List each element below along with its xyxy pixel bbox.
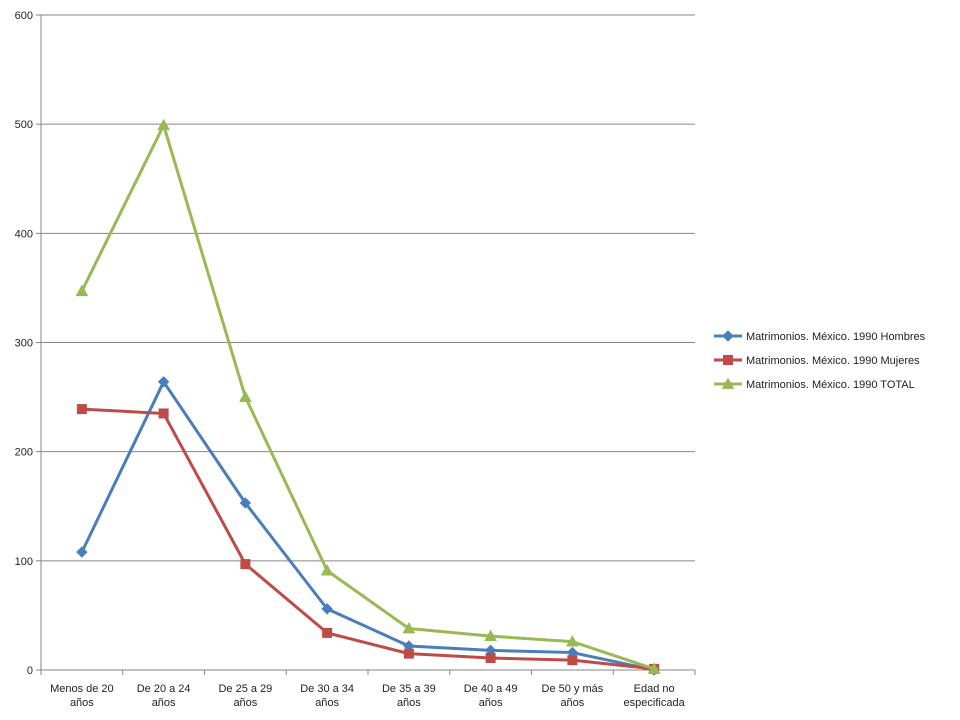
legend-label-1: Matrimonios. México. 1990 Mujeres — [746, 355, 920, 367]
x-tick-label-7: Edad no especificada — [624, 683, 686, 709]
x-tick-label-1: De 20 a 24 años — [137, 683, 191, 709]
data-point-1-0 — [76, 404, 87, 415]
data-point-2-2 — [239, 390, 252, 402]
x-tick-label-line: De 25 a 29 — [218, 683, 272, 695]
x-tick-label-line: años — [397, 697, 421, 709]
series-group — [75, 118, 661, 676]
x-tick-label-line: De 40 a 49 — [464, 683, 518, 695]
legend-item-2: Matrimonios. México. 1990 TOTAL — [714, 377, 915, 391]
x-tick-label-line: Edad no — [634, 683, 675, 695]
x-tick-label-5: De 40 a 49 años — [464, 683, 518, 709]
y-tick-label-400: 400 — [15, 228, 33, 240]
series-line-2 — [80, 123, 655, 671]
y-tick-label-200: 200 — [15, 447, 33, 459]
y-tick-label-600: 600 — [15, 10, 33, 22]
x-tick-label-6: De 50 y más años — [542, 683, 604, 709]
series-1 — [76, 404, 660, 674]
legend-marker-0 — [722, 330, 734, 342]
x-tick-label-line: años — [152, 697, 176, 709]
y-axis-ticks: 0 100 200 300 400 500 600 — [15, 10, 41, 677]
data-point-2-7 — [647, 662, 661, 674]
x-tick-label-line: De 30 a 34 — [300, 683, 354, 695]
legend-marker-2 — [721, 377, 735, 389]
data-point-0-0 — [76, 546, 88, 558]
data-point-2-1 — [157, 118, 170, 131]
x-tick-label-line: De 35 a 39 — [382, 683, 436, 695]
y-tick-label-500: 500 — [15, 119, 33, 131]
grid-lines — [41, 14, 695, 562]
data-point-1-5 — [485, 652, 496, 663]
x-tick-label-line: años — [315, 697, 339, 709]
x-tick-label-line: Menos de 20 — [50, 683, 114, 695]
series-line-0 — [80, 380, 655, 672]
legend-label-0: Matrimonios. México. 1990 Hombres — [746, 331, 926, 343]
series-0 — [76, 376, 660, 676]
x-tick-label-line: De 20 a 24 — [137, 683, 191, 695]
legend-item-0: Matrimonios. México. 1990 Hombres — [714, 330, 926, 343]
x-tick-label-line: años — [70, 697, 94, 709]
x-axis-ticks: Menos de 20 años De 20 a 24 años De 25 a 29 a… — [40, 670, 696, 709]
series-2 — [75, 118, 661, 674]
series-line-1 — [81, 407, 655, 671]
data-point-2-5 — [484, 629, 497, 642]
data-point-1-6 — [567, 655, 578, 666]
data-point-2-3 — [320, 564, 334, 576]
data-point-1-1 — [158, 408, 169, 419]
x-tick-label-line: especificada — [624, 697, 686, 709]
x-tick-label-2: De 25 a 29 años — [218, 683, 272, 709]
x-tick-label-4: De 35 a 39 años — [382, 683, 436, 709]
x-tick-label-line: años — [479, 697, 503, 709]
y-tick-label-100: 100 — [15, 556, 33, 568]
data-point-2-4 — [402, 621, 416, 634]
legend-marker-1 — [723, 355, 733, 365]
legend-label-2: Matrimonios. México. 1990 TOTAL — [746, 379, 915, 391]
data-point-0-1 — [157, 376, 170, 388]
x-tick-label-3: De 30 a 34 años — [300, 683, 354, 709]
legend-item-1: Matrimonios. México. 1990 Mujeres — [714, 355, 920, 367]
legend: Matrimonios. México. 1990 Hombres Matrimo… — [714, 330, 926, 391]
data-point-1-3 — [322, 627, 333, 638]
x-tick-label-0: Menos de 20 años — [50, 683, 114, 709]
x-tick-label-line: años — [233, 697, 257, 709]
data-point-1-2 — [240, 559, 251, 570]
data-point-0-3 — [321, 603, 333, 615]
data-point-0-2 — [239, 497, 252, 509]
x-tick-label-line: años — [560, 697, 584, 709]
data-point-2-0 — [75, 284, 89, 297]
data-point-1-4 — [403, 648, 414, 659]
data-point-2-6 — [566, 635, 579, 647]
x-tick-label-line: De 50 y más — [542, 683, 604, 695]
y-tick-label-0: 0 — [27, 665, 33, 677]
y-tick-label-300: 300 — [15, 338, 33, 350]
